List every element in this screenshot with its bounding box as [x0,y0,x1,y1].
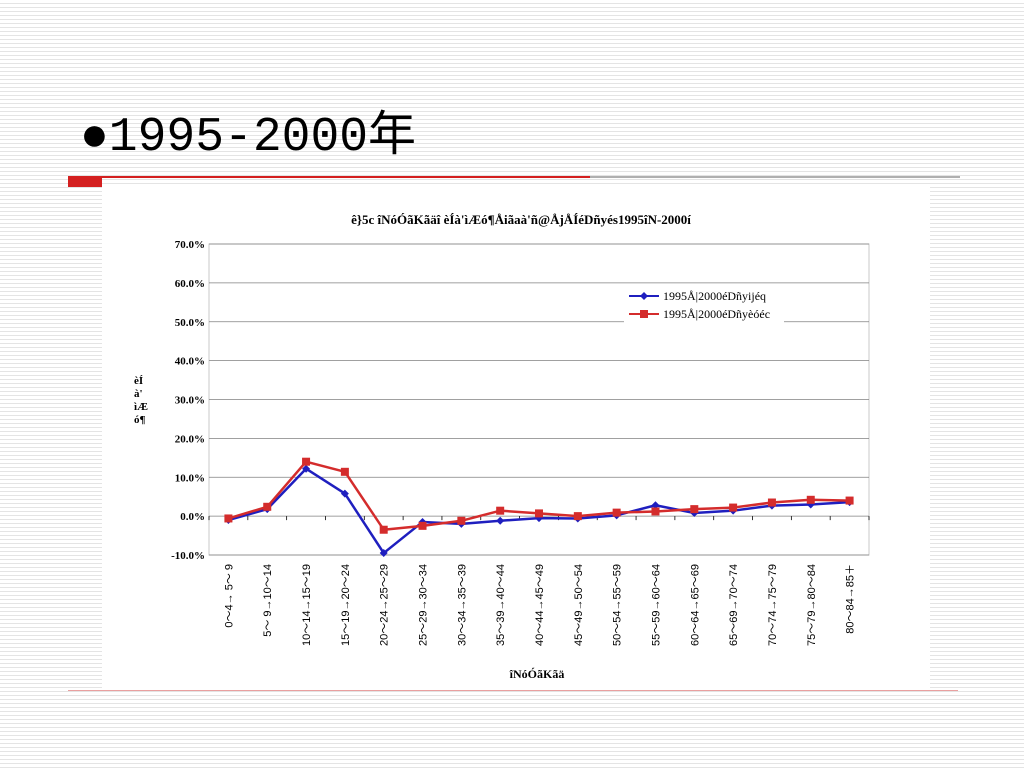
title-rule-gray [590,176,960,178]
line-chart: ê}5c îNóÓãKãäî èÍà'ìÆó¶Åiãaà'ñ@ÅjÅÍéDñyé… [133,212,870,681]
point-series-2-3 [340,467,349,476]
x-tick-label-3: 15～19→20～24 [340,564,352,646]
y-tick-label-2: 50.0% [175,317,205,329]
point-series-2-15 [806,495,815,504]
x-tick-label-9: 45～49→50～54 [573,564,585,646]
x-tick-label-16: 80～84→85＋ [845,564,857,634]
y-tick-label-4: 30.0% [175,395,205,407]
y-axis-label-line-0: èÍ [134,375,143,387]
point-series-2-6 [457,516,466,525]
point-series-1-8 [535,514,543,523]
y-axis-label-line-3: ó¶ [134,414,146,426]
accent-bar [68,176,102,187]
y-tick-label-3: 40.0% [175,356,205,368]
x-tick-label-15: 75～79→80～84 [806,564,818,646]
x-tick-label-1: 5～ 9→10～14 [262,564,274,637]
legend-marker-series-1 [640,292,648,300]
series-lines [224,457,854,558]
legend-label-series-1: 1995Å|2000éDñyijéq [663,289,766,303]
x-tick-label-8: 40～44→45～49 [534,564,546,646]
point-series-2-0 [224,514,233,523]
y-axis-label-line-2: ìÆ [133,401,148,413]
point-series-2-9 [573,512,582,521]
x-axis: 0～4→ 5～ 9 5～ 9→10～14 10～14→15～19 15～19→20～2… [208,516,870,646]
y-axis-label-line-1: à' [134,388,143,400]
point-series-1-4 [379,549,388,558]
y-tick-label-1: 60.0% [175,278,205,290]
x-axis-label: îNóÓãKãä [509,667,565,681]
legend-box [624,285,784,325]
x-tick-label-2: 10～14→15～19 [301,564,313,646]
point-series-2-14 [767,498,776,507]
point-series-1-7 [496,516,505,525]
point-series-1-11 [651,501,660,510]
y-tick-label-7: 0.0% [180,511,205,523]
x-tick-label-5: 25～29→30～34 [418,564,430,646]
point-series-2-8 [535,509,543,518]
title-rule-red [102,176,590,178]
point-series-2-4 [379,525,388,534]
y-tick-label-0: 70.0% [175,239,205,251]
point-series-1-3 [340,489,349,498]
legend: 1995Å|2000éDñyijéq 1995Å|2000éDñyèóéc [624,285,784,325]
point-series-2-1 [263,502,272,511]
x-tick-label-6: 30～34→35～39 [456,564,468,646]
chart-container: ê}5c îNóÓãKãäî èÍà'ìÆó¶Åiãaà'ñ@ÅjÅÍéDñyé… [102,184,930,690]
x-tick-label-12: 60～64→65～69 [689,564,701,646]
y-axis-label: èÍà'ìÆó¶ [133,375,148,426]
x-tick-label-11: 55～59→60～64 [650,564,662,646]
y-axis: 70.0% 60.0% 50.0% 40.0% 30.0% 20.0% 10.0% 0.0% -… [171,239,205,562]
y-tick-label-6: 10.0% [175,472,205,484]
point-series-1-2 [302,464,311,473]
y-tick-label-5: 20.0% [175,433,205,445]
legend-label-series-2: 1995Å|2000éDñyèóéc [663,307,770,321]
slide-title: ●1995-2000年 [80,111,417,165]
x-tick-label-7: 35～39→40～44 [495,564,507,646]
point-series-2-5 [418,521,427,530]
x-tick-label-13: 65～69→70～74 [728,564,740,646]
point-series-2-7 [496,506,505,515]
point-series-2-16 [845,496,854,505]
x-tick-label-14: 70～74→75～79 [767,564,779,646]
point-series-2-10 [612,508,621,517]
gridlines [209,243,869,556]
chart-title: ê}5c îNóÓãKãäî èÍà'ìÆó¶Åiãaà'ñ@ÅjÅÍéDñyé… [351,212,691,227]
legend-marker-series-2 [640,310,648,318]
x-tick-label-4: 20～24→25～29 [379,564,391,646]
point-series-2-11 [651,507,660,516]
point-series-2-13 [729,503,738,512]
point-series-2-12 [690,505,699,514]
point-series-2-2 [302,457,311,466]
bottom-rule [68,690,958,691]
x-tick-label-0: 0～4→ 5～ 9 [223,564,235,628]
x-tick-label-10: 50～54→55～59 [612,564,624,646]
y-tick-label-8: -10.0% [171,550,205,562]
